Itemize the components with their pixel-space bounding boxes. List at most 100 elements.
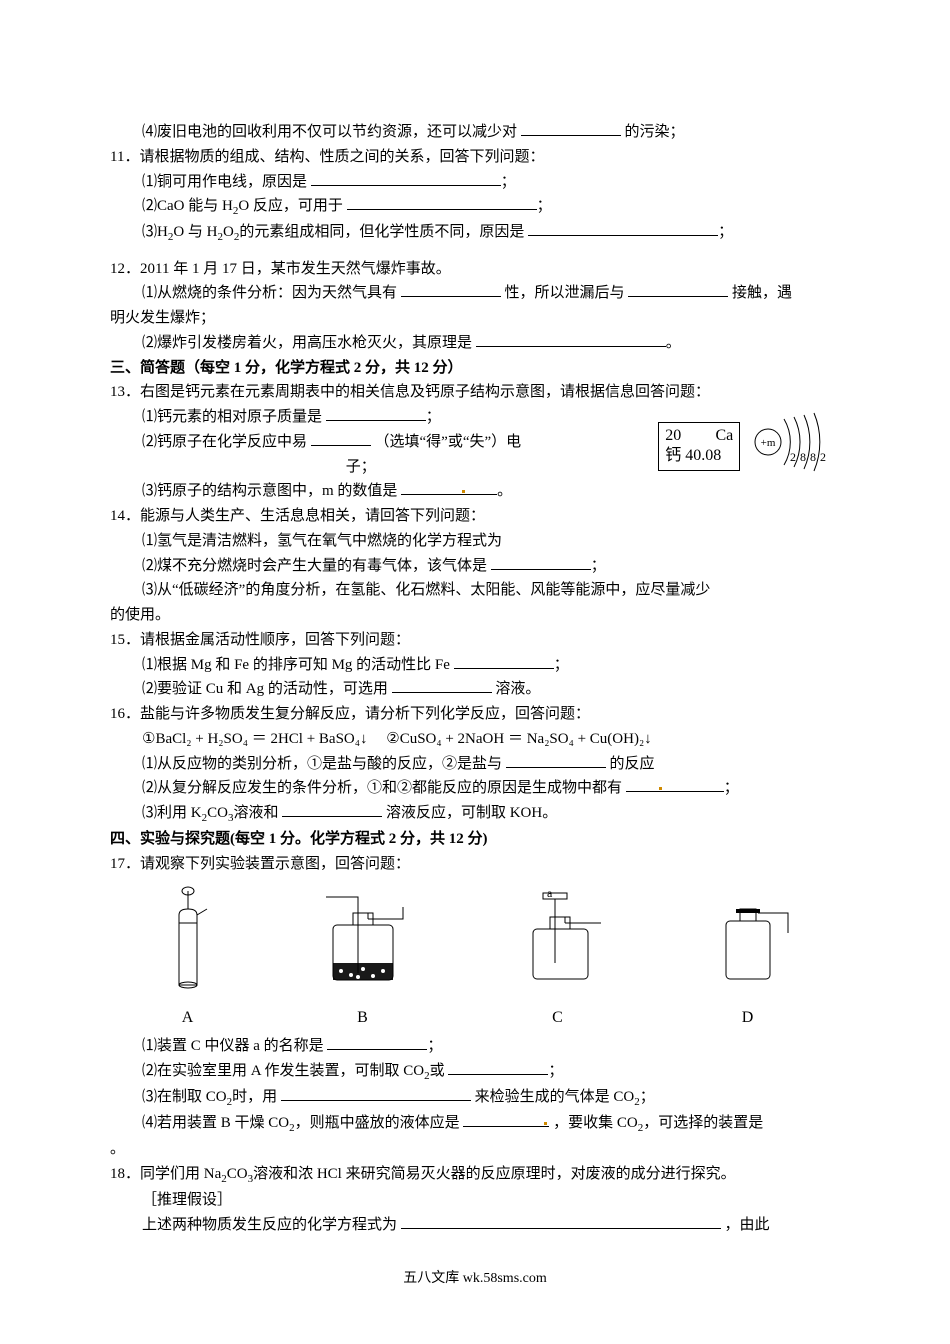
blank xyxy=(327,1034,427,1050)
text: ⑴钙元素的相对原子质量是 xyxy=(142,409,322,425)
text: 子； xyxy=(346,459,376,475)
circ1: ① xyxy=(142,731,155,747)
q12-2: ⑵爆炸引发楼房着火，用高压水枪灭火，其原理是 。 xyxy=(110,331,840,356)
q14-2: ⑵煤不充分燃烧时会产生大量的有毒气体，该气体是 ； xyxy=(110,554,840,579)
blank xyxy=(521,120,621,136)
text: 18．同学们用 Na xyxy=(110,1166,221,1182)
device-c-icon: a xyxy=(503,885,613,995)
blank xyxy=(281,1085,471,1101)
blank xyxy=(311,170,501,186)
blank xyxy=(282,801,382,817)
text: 溶液和 xyxy=(233,805,278,821)
blank xyxy=(506,752,606,768)
eq1: BaCl₂ + H₂SO₄ ＝ 2HCl + BaSO₄↓ xyxy=(155,731,367,747)
blank xyxy=(454,653,554,669)
text: ⑵钙原子在化学反应中易 xyxy=(142,434,307,450)
blank xyxy=(326,405,426,421)
blank xyxy=(401,281,501,297)
q16-3: ⑶利用 K2CO3溶液和 溶液反应，可制取 KOH。 xyxy=(110,801,840,827)
dot-mark xyxy=(658,791,664,792)
svg-text:2: 2 xyxy=(820,450,826,464)
q18-hyp: ［推理假设］ xyxy=(110,1188,840,1213)
q17-3: ⑶在制取 CO2时，用 来检验生成的气体是 CO2； xyxy=(110,1085,840,1111)
circ2: ② xyxy=(386,731,399,747)
text: ⑵从复分解反应发生的条件分析，①和②都能反应的原因是生成物中都有 xyxy=(142,780,622,796)
label: A xyxy=(153,1005,223,1031)
q15-2: ⑵要验证 Cu 和 Ag 的活动性，可选用 溶液。 xyxy=(110,677,840,702)
q17-4-end: 。 xyxy=(110,1137,840,1162)
text: ⑴铜可用作电线，原因是 xyxy=(142,174,307,190)
q16-1: ⑴从反应物的类别分析，①是盐与酸的反应，②是盐与 的反应 xyxy=(110,752,840,777)
q14-1: ⑴氢气是清洁燃料，氢气在氧气中燃烧的化学方程式为 xyxy=(110,529,840,554)
svg-text:8: 8 xyxy=(800,450,806,464)
text: 溶液反应，可制取 KOH。 xyxy=(386,805,557,821)
q11: 11．请根据物质的组成、结构、性质之间的关系，回答下列问题： xyxy=(110,145,840,170)
text: 的元素组成相同，但化学性质不同，原因是 xyxy=(239,224,524,240)
text: ⑶钙原子的结构示意图中，m 的数值是 xyxy=(142,483,397,499)
text: ⑶利用 K xyxy=(142,805,202,821)
label: C xyxy=(503,1005,613,1031)
q14: 14．能源与人类生产、生活息息相关，请回答下列问题： xyxy=(110,504,840,529)
text: ，由此 xyxy=(725,1217,770,1233)
text: CO xyxy=(207,805,228,821)
text: ⑴从燃烧的条件分析：因为天然气具有 xyxy=(142,285,397,301)
atom-structure-icon: +m 2 8 8 2 xyxy=(750,407,840,486)
text: O 反应，可用于 xyxy=(238,198,343,214)
text: ⑴装置 C 中仪器 a 的名称是 xyxy=(142,1038,324,1054)
page-footer: 五八文库 wk.58sms.com xyxy=(110,1267,840,1290)
blank xyxy=(528,220,718,236)
device-c: a C xyxy=(503,885,613,1032)
blank xyxy=(448,1059,548,1075)
text: ，则瓶中盛放的液体应是 xyxy=(295,1115,460,1131)
q14-3a: ⑶从“低碳经济”的角度分析，在氢能、化石燃料、太阳能、风能等能源中，应尽量减少 xyxy=(110,578,840,603)
label: D xyxy=(698,1005,798,1031)
label: B xyxy=(308,1005,418,1031)
text: ⑵爆炸引发楼房着火，用高压水枪灭火，其原理是 xyxy=(142,335,472,351)
blank xyxy=(491,554,591,570)
q14-3b: 的使用。 xyxy=(110,603,840,628)
q18: 18．同学们用 Na2CO3溶液和浓 HCl 来研究简易灭火器的反应原理时，对废… xyxy=(110,1162,840,1188)
q11-3: ⑶H2O 与 H2O2的元素组成相同，但化学性质不同，原因是 ； xyxy=(110,220,840,246)
section3-head: 三、简答题（每空 1 分，化学方程式 2 分，共 12 分） xyxy=(110,356,840,381)
blank xyxy=(463,1111,543,1127)
mass: 40.08 xyxy=(685,447,721,464)
text: 的反应 xyxy=(610,756,655,772)
q16: 16．盐能与许多物质发生复分解反应，请分析下列化学反应，回答问题： xyxy=(110,702,840,727)
q12: 12．2011 年 1 月 17 日，某市发生天然气爆炸事故。 xyxy=(110,257,840,282)
blank xyxy=(347,194,537,210)
text: ，可选择的装置是 xyxy=(643,1115,763,1131)
device-b: B xyxy=(308,885,418,1032)
device-a: A xyxy=(153,885,223,1032)
atomic-number: 20 xyxy=(665,426,681,447)
text: 或 xyxy=(430,1063,445,1079)
symbol: Ca xyxy=(715,426,733,447)
calcium-figure: 20 Ca 钙 40.08 +m 2 8 8 2 xyxy=(658,407,840,486)
blank xyxy=(467,479,497,495)
device-row: A B xyxy=(110,885,840,1032)
text: ⑷废旧电池的回收利用不仅可以节约资源，还可以减少对 xyxy=(142,124,517,140)
blank xyxy=(664,776,724,792)
svg-text:a: a xyxy=(547,886,553,900)
spacer xyxy=(110,247,840,257)
q17-4: ⑷若用装置 B 干燥 CO2，则瓶中盛放的液体应是 ，要收集 CO2，可选择的装… xyxy=(110,1111,840,1137)
q11-2: ⑵CaO 能与 H2O 反应，可用于 ； xyxy=(110,194,840,220)
q17: 17．请观察下列实验装置示意图，回答问题： xyxy=(110,852,840,877)
q18-1: 上述两种物质发生反应的化学方程式为 ，由此 xyxy=(110,1213,840,1238)
text: ⑷若用装置 B 干燥 CO xyxy=(142,1115,289,1131)
text: O 与 H xyxy=(173,224,217,240)
text: ⑴从反应物的类别分析，①是盐与酸的反应，②是盐与 xyxy=(142,756,502,772)
q13: 13．右图是钙元素在元素周期表中的相关信息及钙原子结构示意图，请根据信息回答问题… xyxy=(110,380,840,405)
text: 性，所以泄漏后与 xyxy=(505,285,625,301)
svg-text:8: 8 xyxy=(810,450,816,464)
blank xyxy=(626,776,658,792)
text: 上述两种物质发生反应的化学方程式为 xyxy=(142,1217,397,1233)
text: ，要收集 CO xyxy=(553,1115,638,1131)
section4-head: 四、实验与探究题(每空 1 分。化学方程式 2 分，共 12 分) xyxy=(110,827,840,852)
q15-1: ⑴根据 Mg 和 Fe 的排序可知 Mg 的活动性比 Fe ； xyxy=(110,653,840,678)
device-d: D xyxy=(698,885,798,1032)
blank xyxy=(628,281,728,297)
text: ⑶在制取 CO xyxy=(142,1089,227,1105)
periodic-box: 20 Ca 钙 40.08 xyxy=(658,422,740,472)
text: ⑶H xyxy=(142,224,168,240)
dot-mark xyxy=(543,1126,549,1127)
